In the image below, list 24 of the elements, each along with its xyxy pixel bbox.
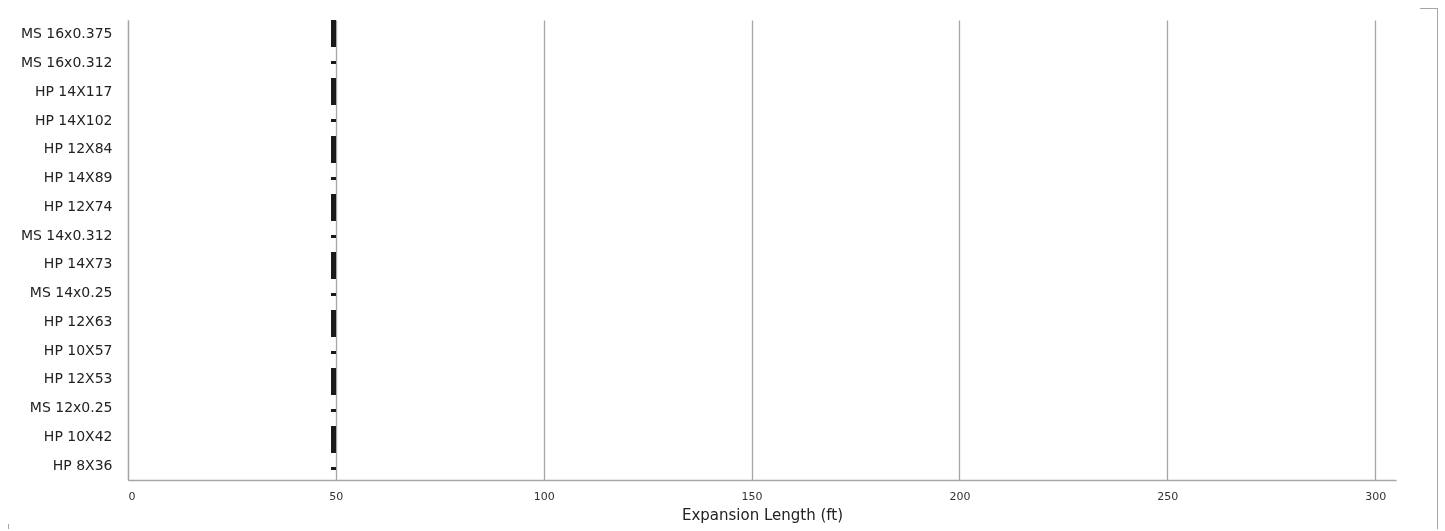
y-tick-label: HP 14X117 xyxy=(34,82,113,99)
y-tick-label: MS 14x0.312 xyxy=(20,226,113,243)
y-tick-label: HP 10X42 xyxy=(43,427,113,444)
x-tick-label: 300 xyxy=(1365,489,1387,503)
y-tick-label: HP 12X74 xyxy=(43,197,113,214)
x-tick-label: 250 xyxy=(1157,489,1179,503)
y-tick-label: HP 12X84 xyxy=(43,140,113,157)
y-tick-label: HP 12X53 xyxy=(43,370,113,387)
y-tick-label: HP 12X63 xyxy=(43,312,113,329)
x-tick-label: 0 xyxy=(128,489,136,503)
x-tick-label: 150 xyxy=(741,489,763,503)
y-tick-label: HP 14X89 xyxy=(43,169,113,186)
y-tick-label: HP 14X102 xyxy=(34,111,113,128)
x-axis-title: Expansion Length (ft) xyxy=(681,505,844,524)
y-tick-label: MS 12x0.25 xyxy=(29,399,113,416)
x-tick-label: 50 xyxy=(329,489,344,503)
y-tick-label: MS 16x0.312 xyxy=(20,54,113,71)
y-tick-label: MS 14x0.25 xyxy=(29,284,113,301)
y-tick-label: HP 10X57 xyxy=(43,341,113,358)
y-tick-label: MS 16x0.375 xyxy=(20,25,113,42)
x-tick-label: 100 xyxy=(533,489,555,503)
y-tick-label: HP 14X73 xyxy=(43,255,113,272)
y-tick-label: HP 8X36 xyxy=(52,456,113,473)
x-tick-label: 200 xyxy=(949,489,971,503)
